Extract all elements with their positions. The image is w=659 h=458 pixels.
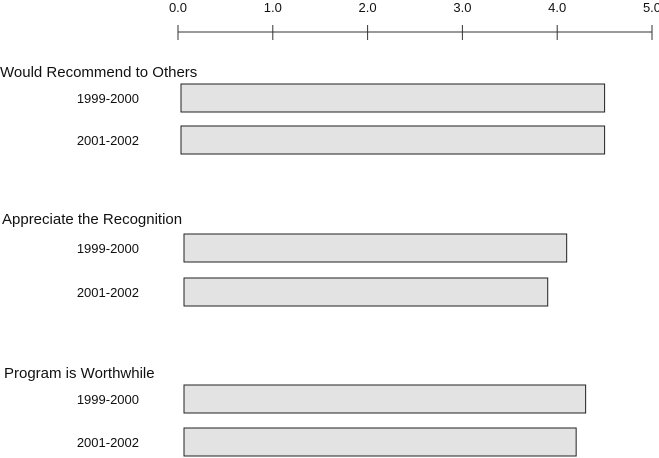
row-label: 2001-2002 bbox=[77, 133, 139, 148]
bar bbox=[183, 233, 568, 263]
row-label: 1999-2000 bbox=[77, 392, 139, 407]
x-tick-label: 0.0 bbox=[169, 0, 187, 15]
bar bbox=[183, 277, 549, 307]
x-tick-label: 3.0 bbox=[453, 0, 471, 15]
row-label: 2001-2002 bbox=[77, 285, 139, 300]
group-title: Appreciate the Recognition bbox=[2, 211, 182, 228]
group-title: Program is Worthwhile bbox=[4, 365, 155, 382]
x-tick-label: 1.0 bbox=[264, 0, 282, 15]
bar bbox=[183, 384, 587, 414]
row-label: 2001-2002 bbox=[77, 435, 139, 450]
bar bbox=[180, 83, 606, 113]
x-tick-label: 2.0 bbox=[359, 0, 377, 15]
bar bbox=[180, 125, 606, 155]
x-tick-label: 5.0 bbox=[643, 0, 659, 15]
row-label: 1999-2000 bbox=[77, 91, 139, 106]
group-title: Would Recommend to Others bbox=[0, 64, 197, 81]
x-tick-label: 4.0 bbox=[548, 0, 566, 15]
bar bbox=[183, 427, 577, 457]
row-label: 1999-2000 bbox=[77, 241, 139, 256]
